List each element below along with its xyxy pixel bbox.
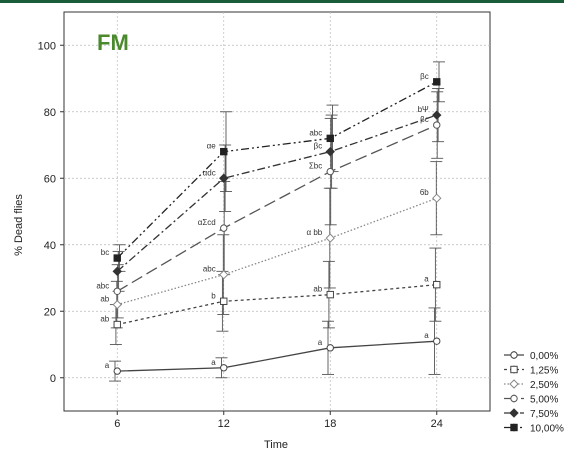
significance-label: βc bbox=[420, 72, 429, 81]
x-tick-label: 24 bbox=[431, 418, 443, 430]
data-point bbox=[113, 287, 121, 295]
data-point bbox=[113, 254, 121, 262]
significance-label: 6b bbox=[420, 188, 429, 197]
plot-area: 0 20 40 60 80 100 6 12 18 24 a a a a ab b ab a ab abc α bb 6b… bbox=[38, 11, 491, 430]
data-point bbox=[433, 78, 441, 86]
y-axis-label: % Dead flies bbox=[13, 194, 25, 256]
data-point bbox=[326, 344, 334, 352]
data-point bbox=[220, 297, 228, 305]
data-point bbox=[325, 146, 335, 157]
data-point bbox=[325, 233, 335, 243]
legend-marker bbox=[509, 408, 519, 418]
chart-title: FM bbox=[97, 30, 129, 55]
data-point bbox=[220, 147, 228, 156]
legend-marker bbox=[510, 423, 518, 432]
legend-entry: 2,50% bbox=[530, 380, 558, 391]
significance-label: αdc bbox=[203, 168, 216, 177]
significance-label: a bbox=[105, 361, 110, 370]
data-point bbox=[220, 364, 228, 372]
significance-label: ab bbox=[100, 315, 109, 324]
data-point bbox=[113, 320, 121, 329]
data-point bbox=[326, 290, 334, 299]
y-tick-label: 60 bbox=[44, 173, 56, 185]
significance-label: ab bbox=[313, 285, 322, 294]
data-point bbox=[432, 193, 442, 203]
legend: 0,00% 1,25% 2,50% 5,00% 7,50% 10,00% bbox=[504, 351, 564, 435]
data-point bbox=[433, 337, 441, 345]
significance-label: a bbox=[211, 358, 216, 367]
significance-label: βc bbox=[314, 142, 323, 151]
series-line bbox=[116, 81, 438, 259]
legend-entry: 5,00% bbox=[530, 395, 558, 406]
legend-entry: 7,50% bbox=[530, 409, 558, 420]
legend-marker bbox=[510, 351, 518, 359]
data-point bbox=[113, 367, 121, 375]
significance-label: abc bbox=[203, 265, 216, 274]
significance-label: α bb bbox=[307, 228, 323, 237]
y-tick-label: 40 bbox=[44, 240, 56, 252]
series-line bbox=[116, 114, 437, 272]
data-point bbox=[112, 266, 122, 277]
legend-entry: 1,25% bbox=[530, 366, 558, 377]
data-point bbox=[326, 167, 334, 176]
data-point bbox=[219, 269, 229, 280]
significance-label: βc bbox=[420, 115, 429, 124]
significance-label: a bbox=[318, 338, 323, 347]
legend-marker bbox=[510, 394, 518, 403]
significance-label: bc bbox=[101, 248, 109, 257]
legend-entry: 10,00% bbox=[530, 424, 564, 435]
data-point bbox=[432, 110, 442, 120]
series-line bbox=[117, 284, 437, 326]
significance-label: αe bbox=[207, 142, 217, 151]
series-line bbox=[117, 197, 437, 306]
y-tick-label: 20 bbox=[44, 306, 56, 318]
data-point bbox=[219, 173, 229, 183]
x-tick-label: 6 bbox=[114, 418, 120, 430]
series-line bbox=[117, 340, 437, 372]
significance-label: Σbc bbox=[309, 162, 322, 171]
x-axis-label: Time bbox=[264, 439, 288, 451]
y-tick-label: 100 bbox=[38, 40, 56, 52]
x-tick-label: 12 bbox=[218, 418, 230, 430]
significance-label: a bbox=[424, 331, 429, 340]
significance-label: b bbox=[211, 291, 216, 300]
data-point bbox=[433, 280, 441, 289]
significance-label: bΨ bbox=[418, 105, 429, 114]
series-line bbox=[116, 124, 438, 292]
data-point bbox=[326, 134, 334, 143]
plot-frame bbox=[63, 11, 491, 412]
x-tick-label: 18 bbox=[324, 418, 336, 430]
significance-label: αΣcd bbox=[198, 218, 216, 227]
y-tick-label: 0 bbox=[50, 373, 56, 385]
legend-entry: 0,00% bbox=[530, 351, 558, 362]
data-point bbox=[220, 224, 228, 232]
significance-label: abc bbox=[96, 281, 109, 290]
legend-marker bbox=[510, 365, 518, 374]
significance-label: ab bbox=[100, 295, 109, 304]
significance-label: abc bbox=[309, 128, 322, 137]
data-point bbox=[112, 299, 122, 310]
legend-marker bbox=[509, 379, 519, 389]
data-point bbox=[433, 121, 441, 129]
significance-label: a bbox=[424, 275, 429, 284]
y-tick-label: 80 bbox=[44, 107, 56, 119]
